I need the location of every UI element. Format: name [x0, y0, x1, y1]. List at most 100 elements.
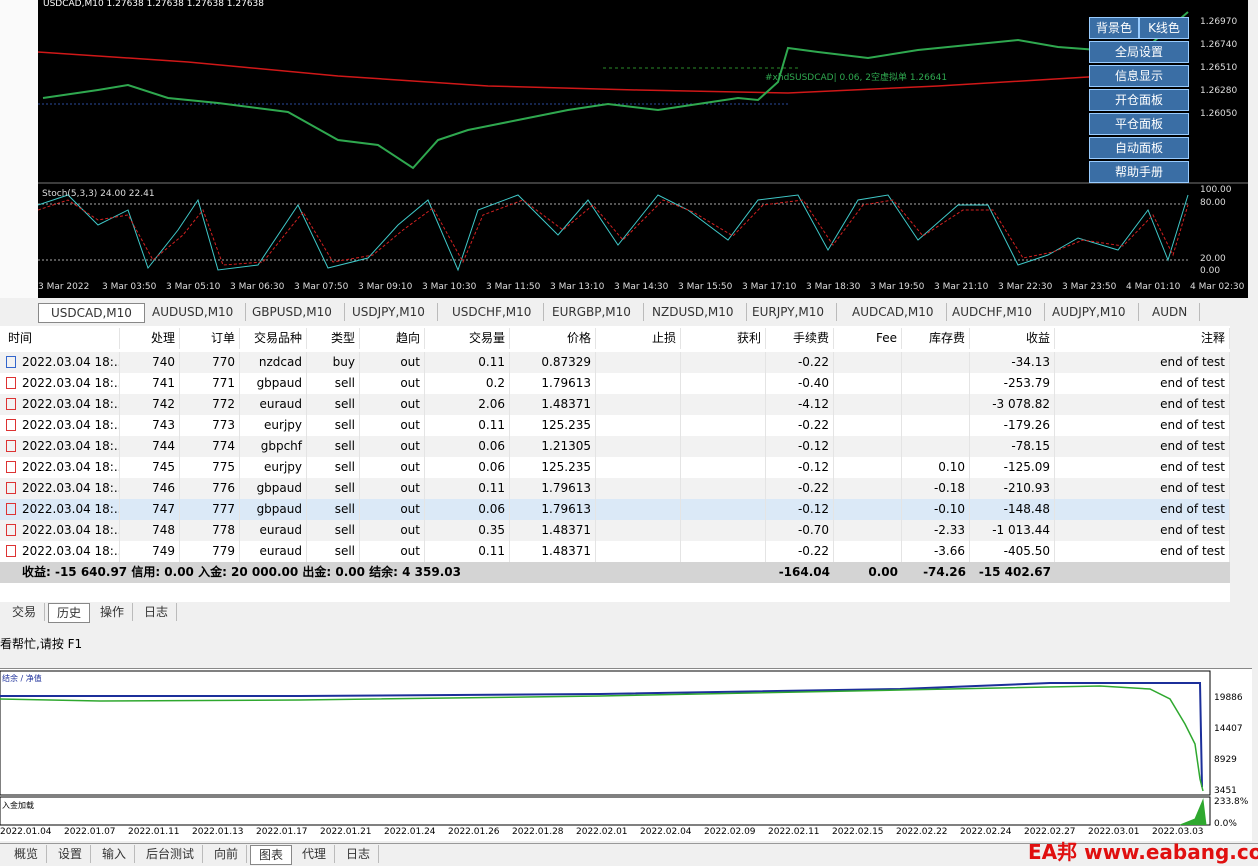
tester-tab[interactable]: 向前: [206, 845, 248, 863]
row-icon: [6, 356, 16, 368]
symbol-tab[interactable]: USDCAD,M10: [38, 303, 145, 323]
cell: -148.48: [970, 499, 1055, 520]
date-label: 2022.01.17: [256, 827, 308, 837]
load-tick: 0.0%: [1214, 819, 1237, 829]
time-label: 3 Mar 11:50: [486, 282, 541, 292]
cell: 1.48371: [510, 541, 596, 562]
equity-line: [0, 685, 1204, 792]
cell: -0.10: [902, 499, 970, 520]
tester-tab[interactable]: 图表: [250, 845, 293, 865]
date-label: 2022.01.21: [320, 827, 372, 837]
column-header: 手续费: [766, 328, 834, 349]
summary-cell: -164.04: [778, 565, 830, 579]
panel-button[interactable]: 帮助手册: [1089, 161, 1189, 183]
panel-button[interactable]: 信息显示: [1089, 65, 1189, 87]
time-label: 3 Mar 03:50: [102, 282, 157, 292]
time-label: 3 Mar 06:30: [230, 282, 285, 292]
cell: 2022.03.04 18:...: [0, 373, 120, 394]
price-tick: 1.26280: [1200, 86, 1238, 96]
terminal-tab[interactable]: 日志: [136, 603, 178, 621]
time-label: 3 Mar 2022: [38, 282, 90, 292]
symbol-tab[interactable]: NZDUSD,M10: [640, 303, 747, 321]
deposit-load: [1179, 798, 1207, 826]
cell: 740: [120, 352, 180, 373]
price-tick: 1.26740: [1200, 40, 1238, 50]
cell: 2022.03.04 18:...: [0, 394, 120, 415]
date-label: 2022.02.04: [640, 827, 692, 837]
cell: [834, 394, 902, 415]
symbol-tab[interactable]: AUDCAD,M10: [840, 303, 947, 321]
cell: 742: [120, 394, 180, 415]
equity-tick: 3451: [1214, 786, 1237, 796]
terminal-tab[interactable]: 历史: [48, 603, 91, 623]
cell: out: [360, 415, 425, 436]
cell: 125.235: [510, 457, 596, 478]
cell: 2022.03.04 18:...: [0, 541, 120, 562]
symbol-tab[interactable]: EURJPY,M10: [740, 303, 837, 321]
panel-button[interactable]: K线色: [1139, 17, 1189, 39]
cell: 1.21305: [510, 436, 596, 457]
cell: [834, 499, 902, 520]
time-label: 4 Mar 01:10: [1126, 282, 1181, 292]
tester-tab[interactable]: 后台测试: [138, 845, 204, 863]
panel-button[interactable]: 平仓面板: [1089, 113, 1189, 135]
cell: [834, 352, 902, 373]
time-label: 3 Mar 13:10: [550, 282, 605, 292]
cell: -3 078.82: [970, 394, 1055, 415]
cell: 776: [180, 478, 240, 499]
panel-button[interactable]: 开仓面板: [1089, 89, 1189, 111]
panel-button[interactable]: 全局设置: [1089, 41, 1189, 63]
price-tick: 1.26050: [1200, 109, 1238, 119]
tester-tab[interactable]: 日志: [338, 845, 380, 863]
column-header: 类型: [307, 328, 360, 349]
symbol-tab[interactable]: AUDJPY,M10: [1040, 303, 1139, 321]
row-bg: [0, 457, 1230, 478]
time-label: 4 Mar 02:30: [1190, 282, 1245, 292]
symbol-tab[interactable]: USDJPY,M10: [340, 303, 438, 321]
tester-tab[interactable]: 代理: [294, 845, 336, 863]
cell: -125.09: [970, 457, 1055, 478]
cell: [681, 541, 766, 562]
row-icon: [6, 503, 16, 515]
date-label: 2022.02.15: [832, 827, 884, 837]
date-label: 2022.01.28: [512, 827, 564, 837]
symbol-tab[interactable]: GBPUSD,M10: [240, 303, 345, 321]
tester-tab[interactable]: 概览: [6, 845, 48, 863]
cell: gbpaud: [240, 373, 307, 394]
row-icon: [6, 419, 16, 431]
tester-tab[interactable]: 输入: [94, 845, 136, 863]
cell: eurjpy: [240, 457, 307, 478]
cell: [681, 415, 766, 436]
symbol-tab[interactable]: USDCHF,M10: [440, 303, 545, 321]
cell: [902, 436, 970, 457]
terminal-tab[interactable]: 交易: [4, 603, 46, 621]
stoch-main: [38, 194, 1189, 272]
cell: end of test: [1055, 541, 1230, 562]
cell: euraud: [240, 541, 307, 562]
symbol-tab[interactable]: EURGBP,M10: [540, 303, 644, 321]
cell: [596, 457, 681, 478]
terminal-tab[interactable]: 操作: [92, 603, 134, 621]
time-label: 3 Mar 22:30: [998, 282, 1053, 292]
stoch-tick: 100.00: [1200, 185, 1232, 195]
cell: end of test: [1055, 520, 1230, 541]
symbol-tab[interactable]: AUDCHF,M10: [940, 303, 1045, 321]
cell: end of test: [1055, 499, 1230, 520]
symbol-tab[interactable]: AUDUSD,M10: [140, 303, 247, 321]
price-tick: 1.26970: [1200, 17, 1238, 27]
date-label: 2022.02.24: [960, 827, 1012, 837]
cell: [834, 373, 902, 394]
cell: -3.66: [902, 541, 970, 562]
tester-tabs: 概览 设置 输入 后台测试 向前 图表 代理 日志: [0, 843, 1258, 866]
symbol-tab[interactable]: AUDN: [1140, 303, 1201, 321]
cell: [681, 373, 766, 394]
cell: eurjpy: [240, 415, 307, 436]
date-label: 2022.01.07: [64, 827, 116, 837]
cell: [596, 478, 681, 499]
panel-button[interactable]: 背景色: [1089, 17, 1139, 39]
tester-tab[interactable]: 设置: [50, 845, 92, 863]
stoch-signal: [38, 199, 1189, 266]
cell: [596, 352, 681, 373]
column-header: Fee: [834, 328, 902, 349]
panel-button[interactable]: 自动面板: [1089, 137, 1189, 159]
